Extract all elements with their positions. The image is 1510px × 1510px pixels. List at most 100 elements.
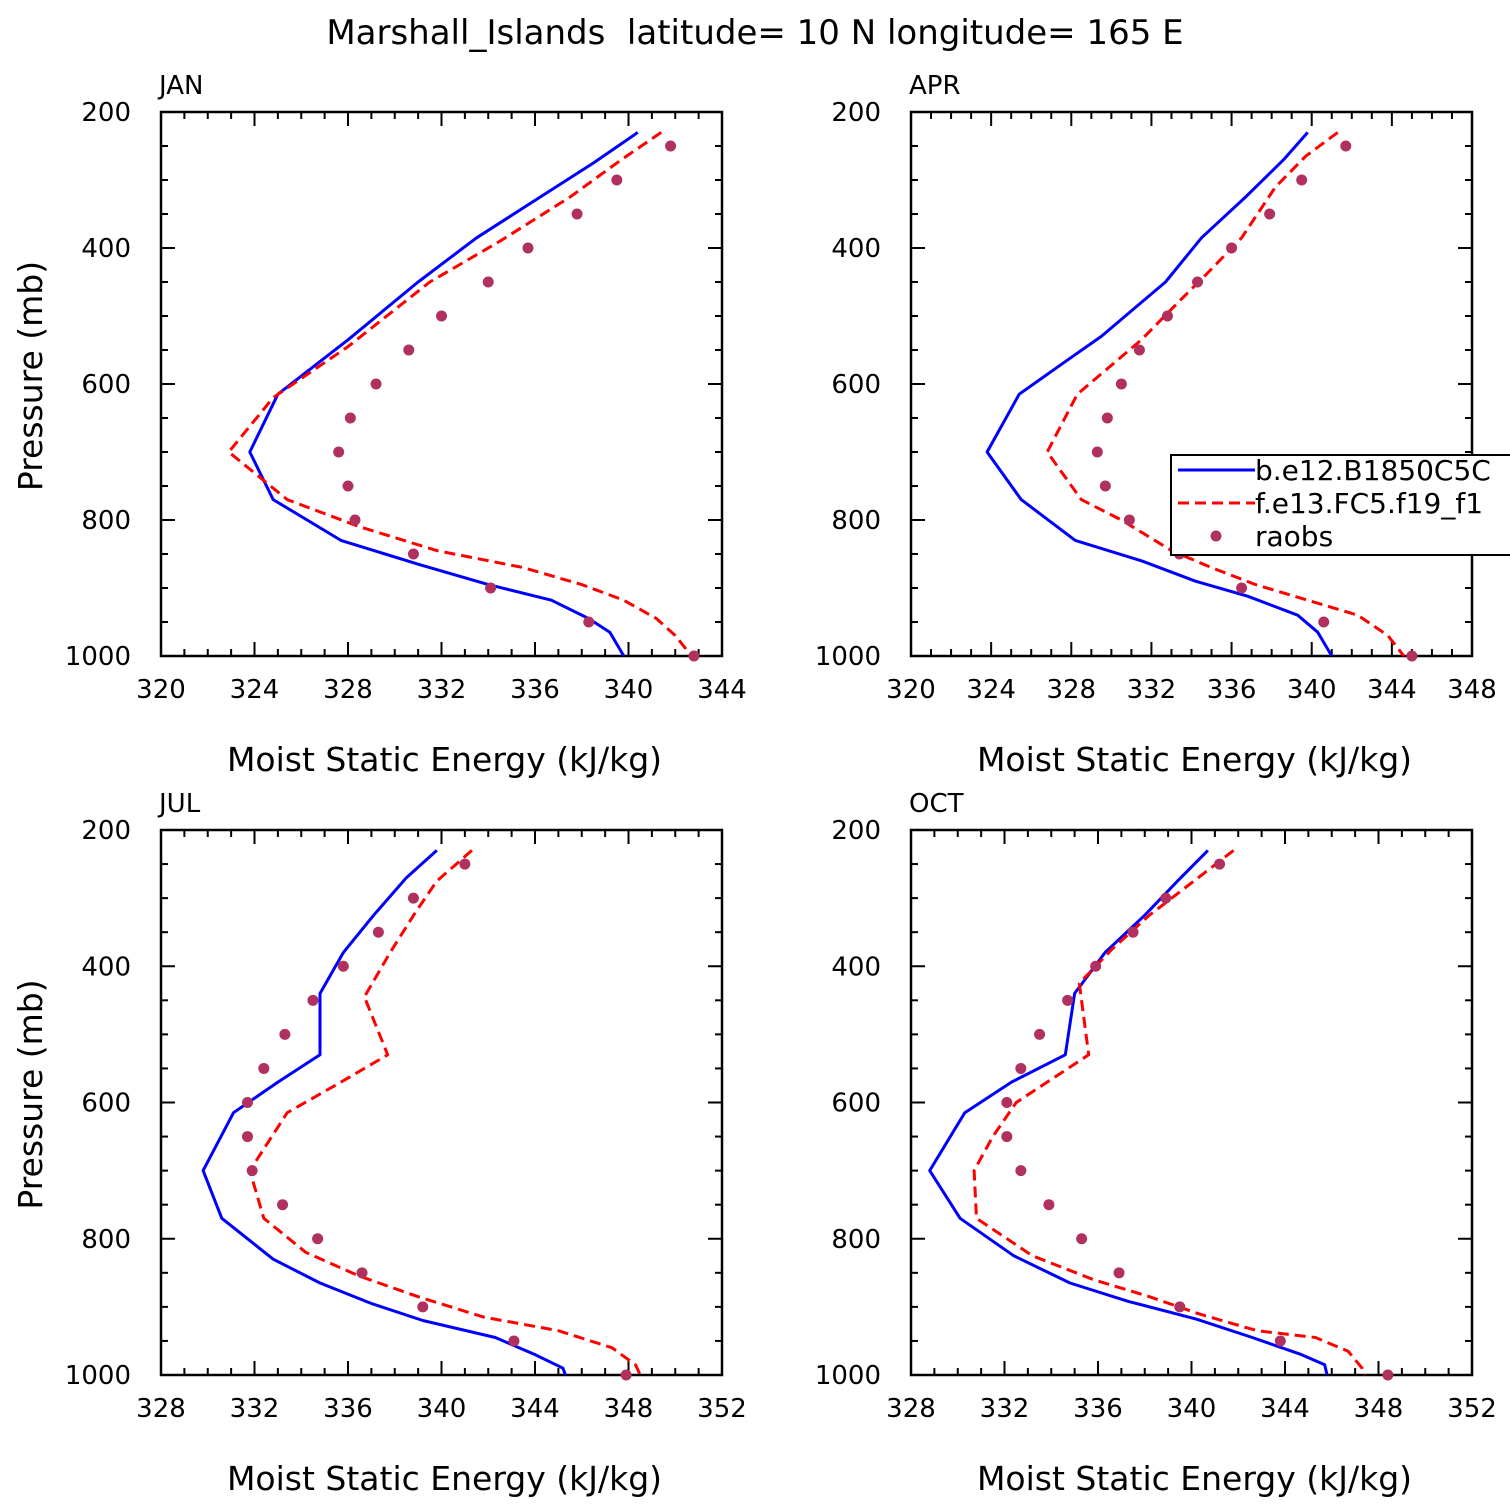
raobs-point	[1340, 140, 1352, 152]
raobs-point	[1076, 1233, 1088, 1245]
x-tick-label: 352	[697, 1394, 747, 1424]
x-tick-label: 332	[1127, 675, 1177, 705]
y-tick-label: 400	[831, 952, 881, 982]
raobs-point	[333, 446, 345, 458]
x-axis-label: Moist Static Energy (kJ/kg)	[227, 740, 662, 779]
raobs-point	[342, 480, 354, 492]
y-tick-label: 1000	[65, 1361, 131, 1391]
y-tick-label: 600	[831, 370, 881, 400]
x-tick-label: 328	[886, 1394, 936, 1424]
legend-marker-raobs	[1210, 530, 1222, 542]
raobs-point	[620, 1369, 632, 1381]
y-tick-label: 800	[831, 506, 881, 536]
x-tick-label: 332	[980, 1394, 1030, 1424]
x-tick-label: 320	[886, 675, 936, 705]
series-line-b-e12	[985, 131, 1334, 657]
x-tick-label: 324	[966, 675, 1016, 705]
raobs-point	[241, 1097, 253, 1108]
raobs-point	[407, 548, 419, 560]
y-tick-label: 600	[81, 1089, 131, 1119]
x-axis-label: Moist Static Energy (kJ/kg)	[977, 740, 1412, 779]
y-tick-label: 1000	[815, 1361, 881, 1391]
y-tick-label: 1000	[815, 642, 881, 672]
raobs-point	[1264, 208, 1276, 220]
panel-title: JAN	[157, 71, 203, 101]
y-tick-label: 200	[81, 98, 131, 128]
x-axis-label: Moist Static Energy (kJ/kg)	[227, 1459, 662, 1498]
raobs-point	[279, 1028, 291, 1040]
x-tick-label: 340	[604, 675, 654, 705]
raobs-point	[1192, 276, 1204, 288]
raobs-point	[344, 412, 356, 424]
x-tick-label: 344	[510, 1394, 560, 1424]
legend-label: raobs	[1255, 520, 1333, 553]
raobs-point	[1001, 1097, 1013, 1108]
raobs-point	[1015, 1062, 1027, 1074]
raobs-point	[1090, 960, 1102, 972]
raobs-point	[258, 1062, 270, 1074]
y-tick-label: 800	[81, 506, 131, 536]
raobs-point	[1226, 242, 1238, 254]
x-tick-label: 328	[323, 675, 373, 705]
x-tick-label: 340	[1167, 1394, 1217, 1424]
raobs-point	[337, 960, 349, 972]
series-line-f-e13	[1045, 131, 1406, 657]
panel-jul: 328 332 336 340 344 348 352 200 400 600 800 1000 JUL…	[11, 789, 747, 1498]
y-tick-label: 200	[831, 98, 881, 128]
raobs-point	[1133, 344, 1145, 356]
raobs-point	[522, 242, 534, 254]
x-tick-label: 348	[1447, 675, 1497, 705]
raobs-point	[1174, 1301, 1186, 1313]
y-tick-label: 800	[831, 1225, 881, 1255]
raobs-point	[1296, 174, 1308, 186]
panel-title: APR	[909, 71, 961, 101]
raobs-point	[1161, 310, 1173, 322]
x-tick-label: 348	[604, 1394, 654, 1424]
x-axis-label: Moist Static Energy (kJ/kg)	[977, 1459, 1412, 1498]
y-tick-label: 200	[831, 816, 881, 846]
y-tick-label: 400	[81, 952, 131, 982]
raobs-point	[571, 208, 583, 220]
x-tick-label: 332	[230, 1394, 280, 1424]
raobs-point	[508, 1335, 520, 1347]
series-line-f-e13	[227, 131, 693, 657]
y-axis-label: Pressure (mb)	[11, 261, 50, 491]
y-tick-label: 800	[81, 1225, 131, 1255]
raobs-point	[356, 1267, 368, 1279]
plot-frame	[909, 110, 1474, 658]
raobs-point	[277, 1199, 289, 1211]
x-tick-label: 332	[417, 675, 467, 705]
x-tick-label: 336	[1207, 675, 1257, 705]
x-tick-label: 328	[136, 1394, 186, 1424]
panel-jan: 320 324 328 332 336 340 344 200 400 600 800 1000 JAN…	[11, 71, 747, 779]
raobs-point	[583, 616, 595, 628]
raobs-point	[1236, 582, 1248, 594]
raobs-point	[1034, 1028, 1046, 1040]
panel-oct: 328 332 336 340 344 348 352 200 400 600 800 1000 OCT…	[815, 789, 1497, 1498]
x-tick-label: 336	[323, 1394, 373, 1424]
y-tick-label: 600	[831, 1089, 881, 1119]
raobs-point	[1113, 1267, 1125, 1279]
raobs-point	[1382, 1369, 1394, 1381]
y-tick-label: 400	[831, 234, 881, 264]
y-tick-label: 1000	[65, 642, 131, 672]
legend-label: b.e12.B1850C5C	[1255, 454, 1491, 487]
x-tick-label: 344	[1260, 1394, 1310, 1424]
x-tick-label: 336	[510, 675, 560, 705]
raobs-point	[1115, 378, 1127, 390]
raobs-point	[436, 310, 447, 322]
raobs-point	[1127, 926, 1139, 938]
raobs-point	[485, 582, 497, 594]
panel-title: JUL	[157, 789, 201, 819]
raobs-point	[241, 1131, 253, 1143]
raobs-point	[370, 378, 382, 390]
raobs-point	[1160, 892, 1172, 904]
raobs-point	[312, 1233, 324, 1245]
series-line-b-e12	[928, 849, 1329, 1376]
x-tick-label: 324	[230, 675, 280, 705]
raobs-point	[307, 994, 319, 1006]
raobs-point	[1318, 616, 1330, 628]
raobs-point	[1214, 858, 1226, 870]
raobs-point	[246, 1165, 258, 1177]
